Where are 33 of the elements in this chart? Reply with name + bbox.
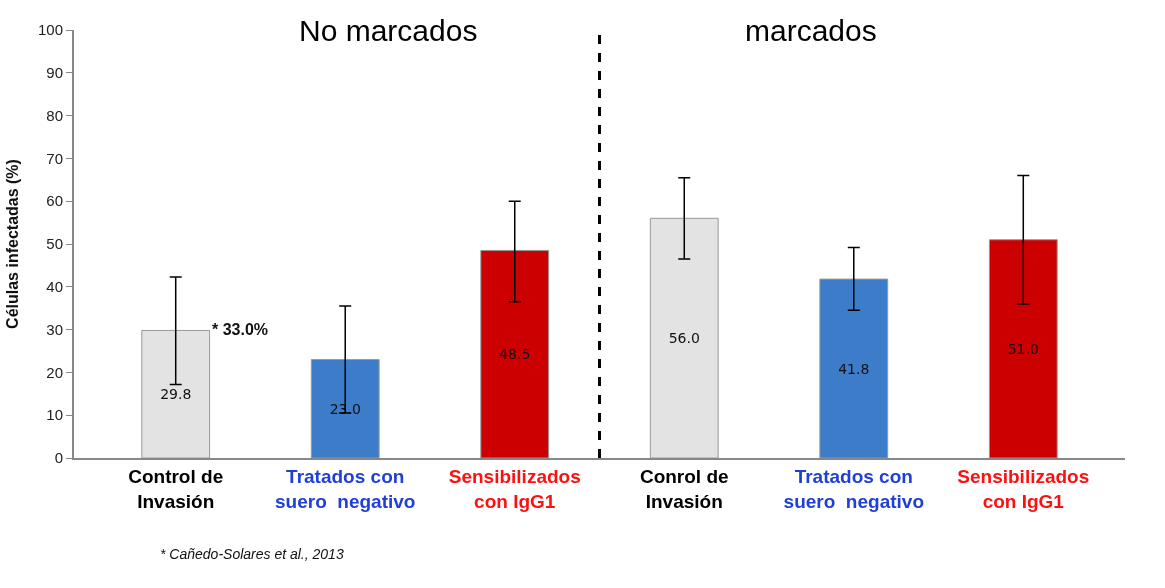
data-label: 51.0 bbox=[1007, 340, 1039, 357]
annotation: No marcados bbox=[299, 14, 478, 47]
y-axis-title: Células infectadas (%) bbox=[4, 159, 22, 329]
y-tick-label: 30 bbox=[46, 320, 63, 338]
annotation: * 33.0% bbox=[212, 321, 269, 338]
y-tick-label: 0 bbox=[54, 449, 63, 467]
x-tick-label: Conrol de Invasión bbox=[639, 465, 729, 512]
bar bbox=[988, 239, 1058, 458]
x-tick-label: Sensibilizados con IgG1 bbox=[957, 465, 1090, 512]
data-label: 56.0 bbox=[668, 330, 700, 347]
x-tick-label: Sensibilizados con IgG1 bbox=[448, 465, 581, 512]
bar bbox=[480, 249, 550, 458]
bar bbox=[141, 329, 211, 458]
y-tick-label: 80 bbox=[46, 106, 63, 124]
y-tick-label: 50 bbox=[46, 235, 63, 253]
y-tick-label: 40 bbox=[46, 278, 63, 296]
x-tick-label: Control de Invasión bbox=[128, 465, 224, 512]
text: * Cañedo-Solares et al., 2013 bbox=[160, 546, 344, 562]
y-tick-label: 10 bbox=[46, 406, 63, 424]
data-label: 29.8 bbox=[160, 386, 192, 403]
x-tick-label: Tratados con suero negativo bbox=[783, 465, 924, 512]
y-tick-label: 20 bbox=[46, 363, 63, 381]
bar bbox=[310, 359, 380, 458]
y-tick-label: 60 bbox=[46, 192, 63, 210]
bar bbox=[819, 278, 889, 458]
y-tick-label: 70 bbox=[46, 149, 63, 167]
annotation: marcados bbox=[745, 14, 877, 47]
bar bbox=[649, 217, 719, 458]
x-tick-label: Tratados con suero negativo bbox=[275, 465, 416, 512]
data-label: 48.5 bbox=[499, 346, 531, 363]
data-label: 41.8 bbox=[838, 360, 870, 377]
y-tick-label: 90 bbox=[46, 64, 63, 82]
y-tick-label: 100 bbox=[37, 21, 63, 39]
